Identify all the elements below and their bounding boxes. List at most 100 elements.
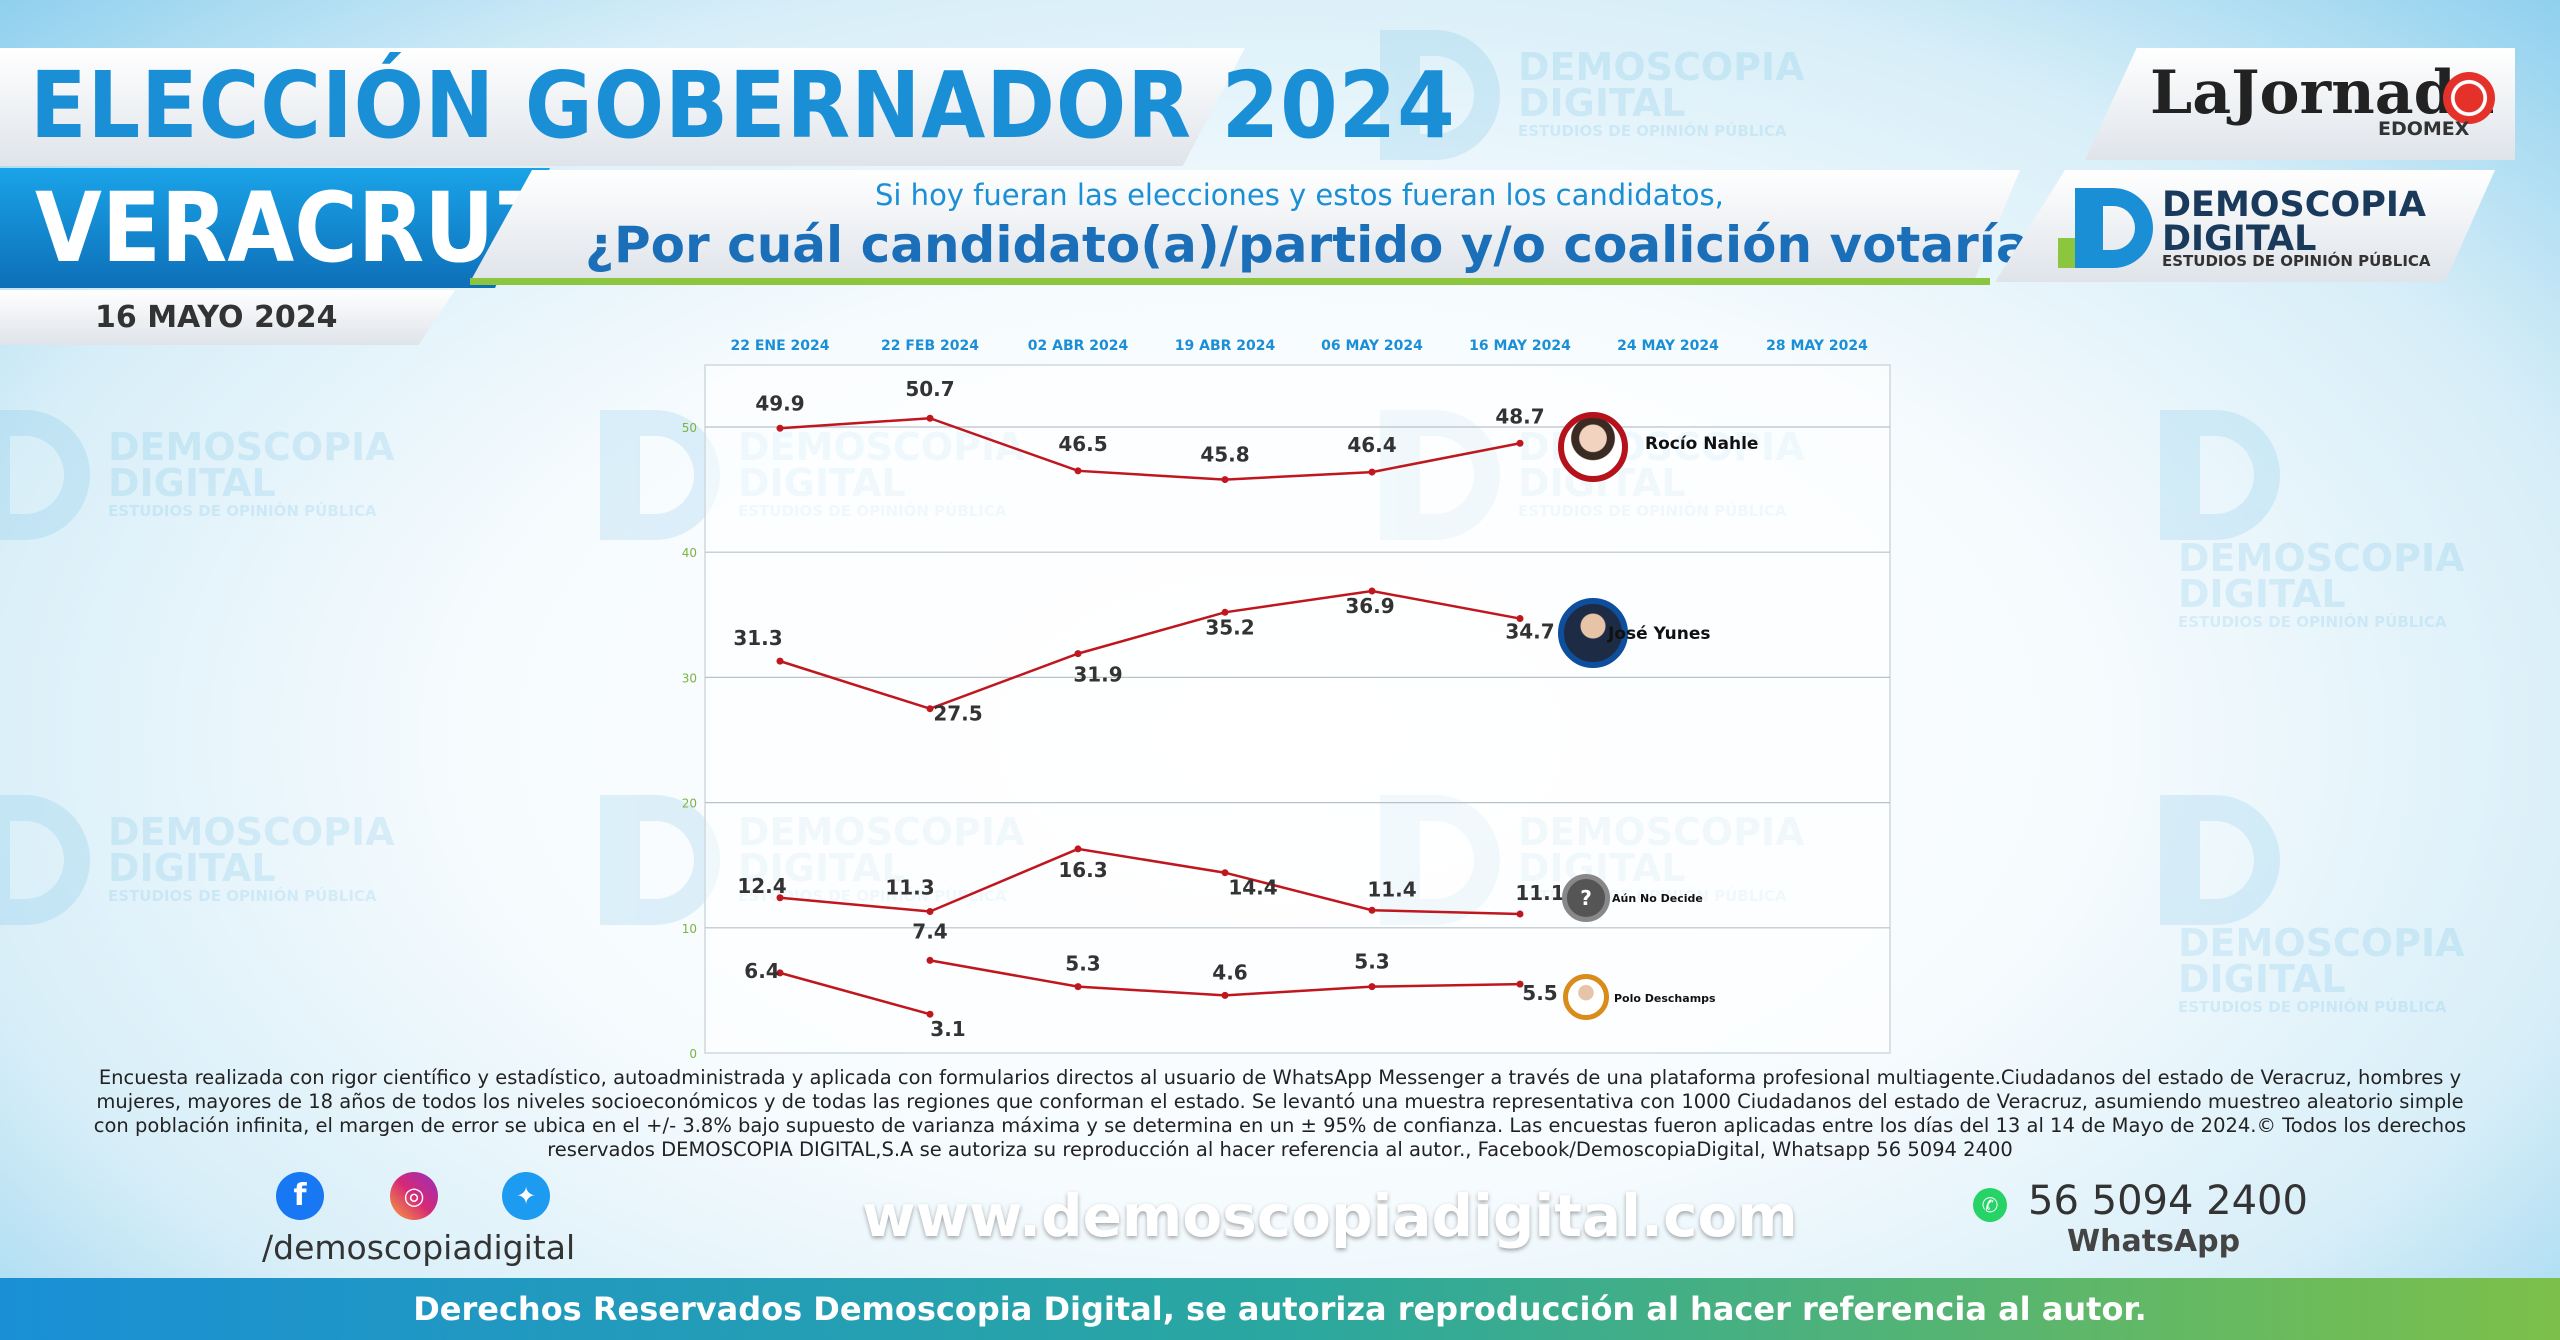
instagram-icon[interactable]: ◎ [390, 1172, 438, 1220]
question-underline [470, 278, 1990, 285]
lajornada-logo: LaJornada [2150, 58, 2495, 128]
data-point [1368, 468, 1376, 476]
x-tick-label: 06 MAY 2024 [1321, 338, 1423, 354]
data-point [776, 969, 784, 977]
data-point [1074, 845, 1082, 853]
data-point [1221, 476, 1229, 484]
data-point [926, 1010, 934, 1018]
page-title: ELECCIÓN GOBERNADOR 2024 [30, 52, 1456, 159]
data-point [1221, 869, 1229, 877]
data-point [1516, 910, 1524, 918]
x-tick-label: 02 ABR 2024 [1028, 338, 1129, 354]
data-label: 11.3 [885, 876, 934, 900]
data-point [1074, 983, 1082, 991]
website-link[interactable]: www.demoscopiadigital.com [862, 1182, 1798, 1250]
data-label: 11.1 [1515, 881, 1564, 905]
data-point [926, 956, 934, 964]
data-point [1221, 608, 1229, 616]
rights-notice: Derechos Reservados Demoscopia Digital, … [413, 1290, 2147, 1328]
x-tick-label: 19 ABR 2024 [1175, 338, 1276, 354]
data-label: 5.5 [1522, 981, 1557, 1005]
y-tick-label: 0 [689, 1047, 697, 1061]
question: ¿Por cuál candidato(a)/partido y/o coali… [585, 216, 2059, 274]
whatsapp-icon[interactable]: ✆ [1973, 1188, 2007, 1222]
data-label: 31.3 [733, 626, 782, 650]
data-label: 48.7 [1495, 404, 1544, 428]
data-point [1221, 991, 1229, 999]
y-tick-label: 20 [682, 797, 697, 811]
data-label: 46.5 [1058, 432, 1107, 456]
data-point [1368, 587, 1376, 595]
series-line [779, 847, 1521, 916]
data-point [1516, 980, 1524, 988]
data-label: 5.3 [1354, 950, 1389, 974]
y-tick-label: 30 [682, 671, 697, 685]
data-point [926, 908, 934, 916]
phone-number[interactable]: 56 5094 2400 [2028, 1178, 2308, 1224]
bottom-bar [0, 1278, 2560, 1340]
series-label-yunes: José Yunes [1608, 624, 1711, 644]
data-point [776, 424, 784, 432]
data-point [1516, 615, 1524, 623]
y-tick-label: 50 [682, 421, 697, 435]
data-label: 4.6 [1212, 960, 1247, 984]
data-label: 6.4 [744, 959, 779, 983]
y-tick-label: 10 [682, 922, 697, 936]
data-label: 12.4 [737, 874, 786, 898]
whatsapp-label: WhatsApp [2067, 1224, 2241, 1259]
data-label: 11.4 [1367, 877, 1416, 901]
data-point [1368, 983, 1376, 991]
demoscopia-logo-subtitle: ESTUDIOS DE OPINIÓN PÚBLICA [2162, 252, 2431, 270]
series-label-nahle: Rocío Nahle [1645, 434, 1759, 454]
nahle-photo [1558, 412, 1628, 482]
data-point [1516, 439, 1524, 447]
x-tick-label: 16 MAY 2024 [1469, 338, 1571, 354]
data-label: 45.8 [1200, 443, 1249, 467]
methodology-note: Encuesta realizada con rigor científico … [93, 1066, 2467, 1161]
data-label: 7.4 [912, 919, 947, 943]
data-point [1074, 467, 1082, 475]
data-point [776, 657, 784, 665]
demoscopia-logo-text: DEMOSCOPIA DIGITAL [2162, 185, 2426, 259]
data-label: 5.3 [1065, 952, 1100, 976]
undecided-icon: ? [1562, 874, 1610, 922]
polo-photo [1563, 974, 1609, 1020]
data-label: 50.7 [905, 377, 954, 401]
facebook-icon[interactable]: f [276, 1172, 324, 1220]
data-label: 27.5 [933, 702, 982, 726]
data-label: 3.1 [930, 1017, 965, 1041]
plot-area [704, 364, 1891, 1054]
data-label: 14.4 [1228, 876, 1277, 900]
data-label: 36.9 [1345, 594, 1394, 618]
data-point [926, 414, 934, 422]
data-label: 35.2 [1205, 615, 1254, 639]
data-point [926, 705, 934, 713]
series-line [779, 971, 931, 1016]
series-line [779, 416, 1521, 481]
series-label-undecided: Aún No Decide [1612, 892, 1703, 905]
data-label: 34.7 [1505, 620, 1554, 644]
x-tick-label: 22 ENE 2024 [730, 338, 829, 354]
series-line [779, 589, 1521, 711]
data-label: 16.3 [1058, 858, 1107, 882]
social-handle[interactable]: /demoscopiadigital [262, 1228, 576, 1267]
data-point [1074, 650, 1082, 658]
x-tick-label: 28 MAY 2024 [1766, 338, 1868, 354]
x-tick-label: 24 MAY 2024 [1617, 338, 1719, 354]
data-point [1368, 906, 1376, 914]
data-label: 49.9 [755, 391, 804, 415]
question-band [470, 170, 2020, 282]
data-point [776, 894, 784, 902]
title-band [0, 48, 1245, 166]
y-tick-label: 40 [682, 546, 697, 560]
data-label: 46.4 [1347, 433, 1396, 457]
data-label: 31.9 [1073, 663, 1122, 687]
date-band [0, 290, 455, 345]
twitter-icon[interactable]: ✦ [502, 1172, 550, 1220]
